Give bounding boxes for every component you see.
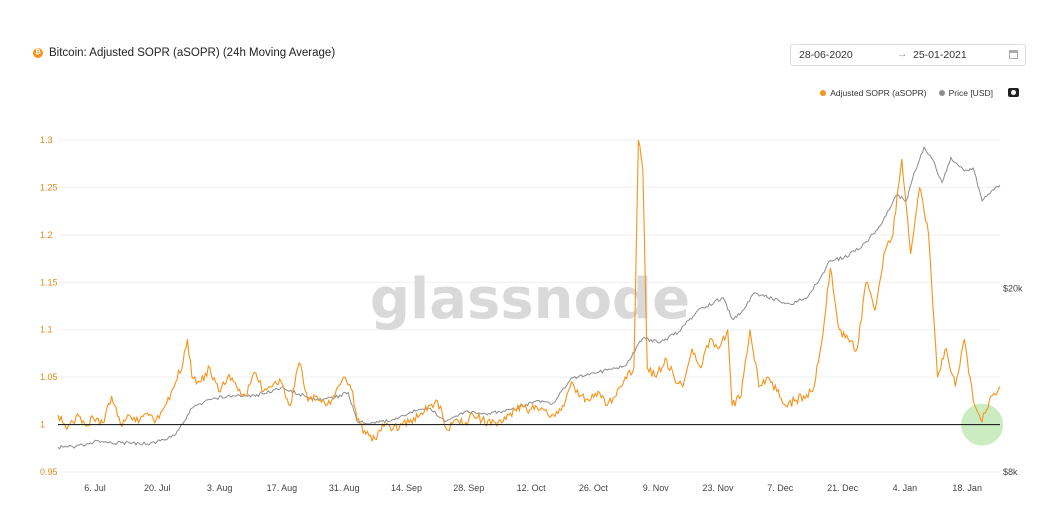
calendar-icon[interactable] [1009, 50, 1018, 59]
y-axis-left-labels: 0.95 1 1.05 1.1 1.15 1.2 1.25 1.3 [40, 135, 58, 477]
x-tick-label: 20. Jul [144, 483, 171, 493]
sopr-series-line [57, 139, 1001, 442]
x-tick-label: 14. Sep [391, 483, 422, 493]
chart-title-row: ₿ Bitcoin: Adjusted SOPR (aSOPR) (24h Mo… [33, 47, 335, 59]
chart-title: Bitcoin: Adjusted SOPR (aSOPR) (24h Movi… [49, 47, 336, 59]
y-tick-label-left: 1.2 [40, 230, 53, 240]
y-axis-right-labels: $8k $20k [1003, 284, 1023, 477]
x-tick-label: 26. Oct [579, 483, 609, 493]
x-tick-label: 3. Aug [207, 483, 233, 493]
y-tick-label-left: 1.3 [40, 135, 53, 145]
y-tick-label-right: $8k [1003, 467, 1018, 477]
y-tick-label-left: 0.95 [40, 467, 58, 477]
camera-icon[interactable] [1008, 88, 1019, 97]
x-tick-label: 21. Dec [827, 483, 859, 493]
bitcoin-icon: ₿ [33, 48, 43, 58]
x-axis-labels: 6. Jul 20. Jul 3. Aug 17. Aug 31. Aug 14. Sep… [84, 483, 982, 493]
x-tick-label: 23. Nov [702, 483, 734, 493]
watermark: glassnode [370, 267, 690, 332]
y-tick-label-left: 1 [40, 420, 45, 430]
legend-label-sopr: Adjusted SOPR (aSOPR) [830, 88, 927, 98]
range-arrow-icon: → [897, 48, 908, 60]
legend-dot-price [938, 90, 945, 96]
legend-label-price: Price [USD] [948, 88, 993, 98]
y-tick-label-right: $20k [1003, 284, 1023, 294]
y-tick-label-left: 1.05 [40, 372, 58, 382]
x-tick-label: 28. Sep [453, 483, 484, 493]
x-tick-label: 7. Dec [767, 483, 794, 493]
x-tick-label: 9. Nov [643, 483, 670, 493]
legend-item-sopr[interactable]: Adjusted SOPR (aSOPR) [820, 88, 927, 98]
x-tick-label: 31. Aug [329, 483, 360, 493]
chart-legend: Adjusted SOPR (aSOPR) Price [USD] [820, 88, 993, 98]
y-tick-label-left: 1.15 [40, 277, 58, 287]
x-tick-label: 17. Aug [267, 483, 298, 493]
x-tick-label: 12. Oct [517, 483, 547, 493]
date-range-picker[interactable]: 28-06-2020 → 25-01-2021 [790, 44, 1026, 66]
x-tick-label: 18. Jan [952, 483, 982, 493]
end-date-input[interactable]: 25-01-2021 [913, 49, 967, 61]
legend-item-price[interactable]: Price [USD] [938, 88, 993, 98]
price-series-line [57, 146, 1001, 450]
legend-dot-sopr [820, 90, 827, 96]
y-tick-label-left: 1.1 [40, 325, 53, 335]
x-tick-label: 4. Jan [893, 483, 918, 493]
x-tick-label: 6. Jul [84, 483, 106, 493]
start-date-input[interactable]: 28-06-2020 [799, 49, 853, 61]
y-tick-label-left: 1.25 [40, 182, 58, 192]
